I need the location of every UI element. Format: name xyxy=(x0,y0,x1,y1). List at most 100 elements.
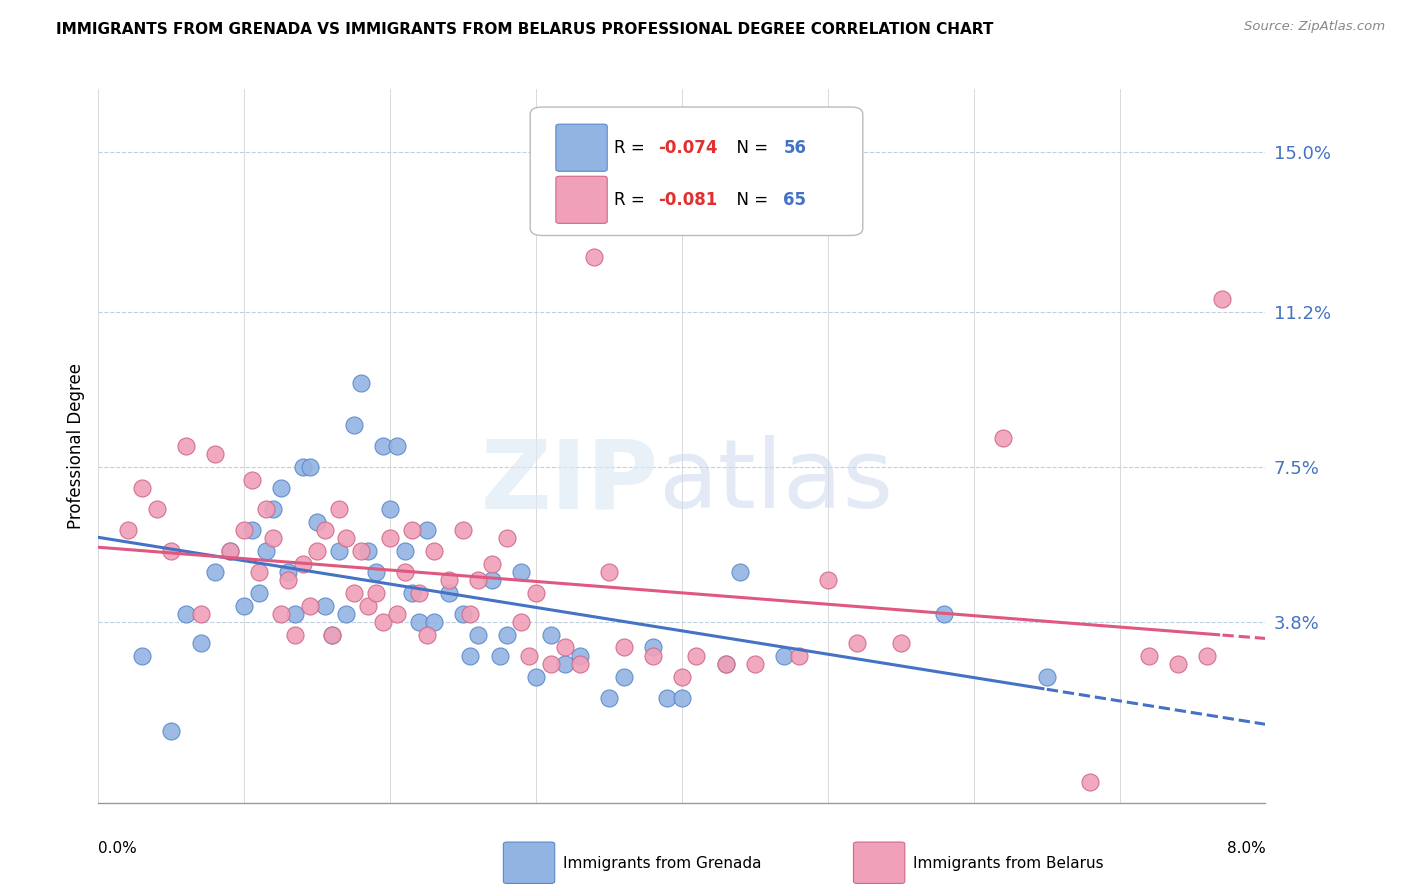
Text: -0.081: -0.081 xyxy=(658,191,718,209)
Point xyxy=(371,439,394,453)
Point xyxy=(298,460,321,475)
Point xyxy=(270,607,292,621)
Point xyxy=(291,557,314,571)
Point xyxy=(357,599,380,613)
Point xyxy=(598,565,620,579)
Point xyxy=(408,586,430,600)
Point xyxy=(343,417,366,432)
Point xyxy=(146,502,169,516)
Point xyxy=(218,544,240,558)
Point xyxy=(568,648,591,663)
Point xyxy=(437,574,460,588)
Point xyxy=(1211,292,1233,306)
FancyBboxPatch shape xyxy=(503,842,555,883)
Point xyxy=(298,599,321,613)
FancyBboxPatch shape xyxy=(555,177,607,223)
Point xyxy=(467,574,489,588)
Text: Immigrants from Grenada: Immigrants from Grenada xyxy=(562,856,762,871)
Point xyxy=(233,523,256,537)
Point xyxy=(554,640,576,655)
Text: 0.0%: 0.0% xyxy=(98,840,138,855)
Point xyxy=(408,615,430,630)
Point xyxy=(218,544,240,558)
Text: 56: 56 xyxy=(783,139,807,157)
Point xyxy=(277,565,299,579)
FancyBboxPatch shape xyxy=(853,842,905,883)
Point xyxy=(307,515,329,529)
Point xyxy=(744,657,766,672)
Point xyxy=(321,628,343,642)
Point xyxy=(240,523,263,537)
Point xyxy=(460,648,482,663)
Point xyxy=(401,523,423,537)
Point xyxy=(524,670,547,684)
FancyBboxPatch shape xyxy=(555,124,607,171)
Point xyxy=(160,544,183,558)
Point xyxy=(131,481,153,495)
Point xyxy=(714,657,737,672)
Point xyxy=(380,532,402,546)
Point xyxy=(496,532,519,546)
Point xyxy=(423,544,446,558)
Point xyxy=(247,586,270,600)
Point xyxy=(583,250,606,264)
Point xyxy=(1167,657,1189,672)
Point xyxy=(321,628,343,642)
Text: Immigrants from Belarus: Immigrants from Belarus xyxy=(912,856,1104,871)
Point xyxy=(284,628,307,642)
Point xyxy=(284,607,307,621)
Point xyxy=(387,439,409,453)
Point xyxy=(437,586,460,600)
Text: N =: N = xyxy=(727,139,773,157)
Point xyxy=(787,648,810,663)
Point xyxy=(641,640,664,655)
Point xyxy=(117,523,139,537)
Point xyxy=(240,473,263,487)
Point xyxy=(401,586,423,600)
Point xyxy=(467,628,489,642)
Point xyxy=(247,565,270,579)
Point xyxy=(335,607,357,621)
Point xyxy=(328,544,350,558)
Point xyxy=(307,544,329,558)
Text: R =: R = xyxy=(614,139,650,157)
Point xyxy=(174,607,197,621)
Point xyxy=(890,636,912,650)
Point xyxy=(481,574,503,588)
Point xyxy=(335,532,357,546)
Point xyxy=(270,481,292,495)
Point xyxy=(190,607,212,621)
Point xyxy=(540,657,562,672)
Point xyxy=(357,544,380,558)
Point xyxy=(204,565,226,579)
Text: N =: N = xyxy=(727,191,773,209)
Point xyxy=(174,439,197,453)
Point xyxy=(730,565,752,579)
Point xyxy=(262,532,284,546)
Text: atlas: atlas xyxy=(658,435,894,528)
Point xyxy=(613,640,636,655)
Point xyxy=(568,657,591,672)
Point xyxy=(991,431,1014,445)
Point xyxy=(277,574,299,588)
Point xyxy=(291,460,314,475)
Point xyxy=(685,648,707,663)
Point xyxy=(394,565,416,579)
Point xyxy=(1137,648,1160,663)
Y-axis label: Professional Degree: Professional Degree xyxy=(66,363,84,529)
Point xyxy=(328,502,350,516)
Point xyxy=(517,648,540,663)
Point xyxy=(460,607,482,621)
Point xyxy=(160,724,183,739)
Point xyxy=(613,670,636,684)
Point xyxy=(233,599,256,613)
Text: R =: R = xyxy=(614,191,650,209)
Point xyxy=(846,636,869,650)
Point xyxy=(773,648,796,663)
Point xyxy=(394,544,416,558)
Point xyxy=(671,690,693,705)
Point xyxy=(554,657,576,672)
Point xyxy=(314,599,336,613)
FancyBboxPatch shape xyxy=(530,107,863,235)
Point xyxy=(380,502,402,516)
